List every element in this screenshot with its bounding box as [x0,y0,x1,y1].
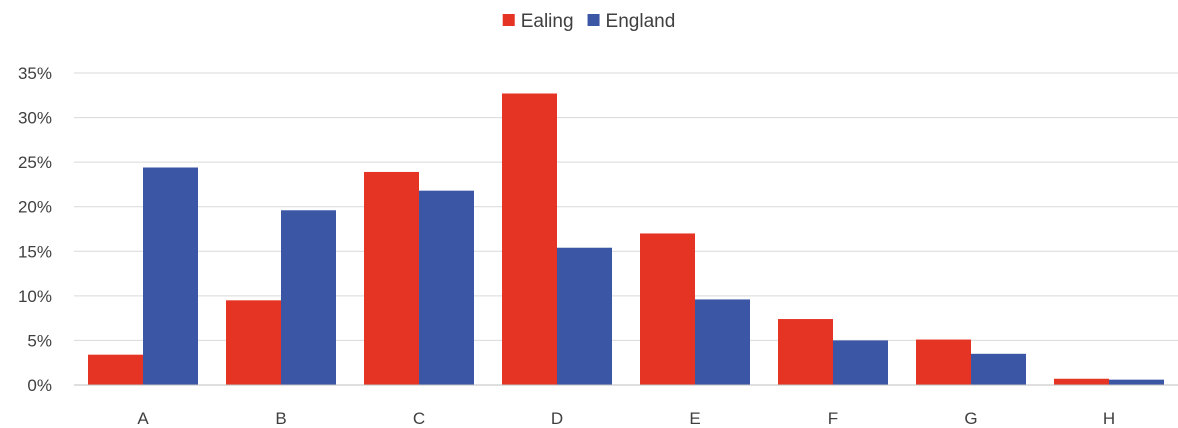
y-tick-label: 10% [18,287,52,306]
y-tick-label: 20% [18,198,52,217]
x-tick-label: F [828,409,838,428]
x-tick-label: G [964,409,977,428]
y-tick-label: 25% [18,153,52,172]
bars [88,93,1164,385]
bar-england-h [1109,379,1164,385]
y-tick-label: 5% [27,331,52,350]
x-tick-label: E [689,409,700,428]
bar-england-e [695,299,750,385]
legend-item-ealing: Ealing [502,11,574,32]
x-tick-label: H [1103,409,1115,428]
y-tick-label: 30% [18,109,52,128]
x-tick-label: B [275,409,286,428]
legend-swatch [587,14,600,26]
bar-ealing-a [88,354,143,385]
bar-ealing-d [502,93,557,385]
x-tick-label: A [137,409,149,428]
bar-ealing-g [916,339,971,385]
legend-item-england: England [587,11,676,32]
bar-england-b [281,210,336,385]
x-tick-label: D [551,409,563,428]
y-tick-label: 15% [18,242,52,261]
legend-swatch [502,14,515,26]
legend: Ealing England [502,11,676,32]
bar-ealing-c [364,171,419,385]
legend-label: Ealing [521,11,574,32]
x-tick-label: C [413,409,425,428]
legend-label: England [606,11,676,32]
x-axis-tick-labels: A B C D E F G H [137,409,1115,428]
bar-england-a [143,167,198,385]
bar-ealing-b [226,300,281,385]
y-tick-label: 35% [18,64,52,83]
bar-england-g [971,353,1026,385]
bar-ealing-e [640,233,695,385]
bar-england-f [833,340,888,385]
bar-england-c [419,190,474,385]
bar-ealing-f [778,319,833,385]
gridlines [74,72,1178,341]
bar-ealing-h [1054,378,1109,385]
y-tick-label: 0% [27,376,52,395]
y-axis-tick-labels: 0% 5% 10% 15% 20% 25% 30% 35% [18,64,52,395]
bar-england-d [557,247,612,385]
